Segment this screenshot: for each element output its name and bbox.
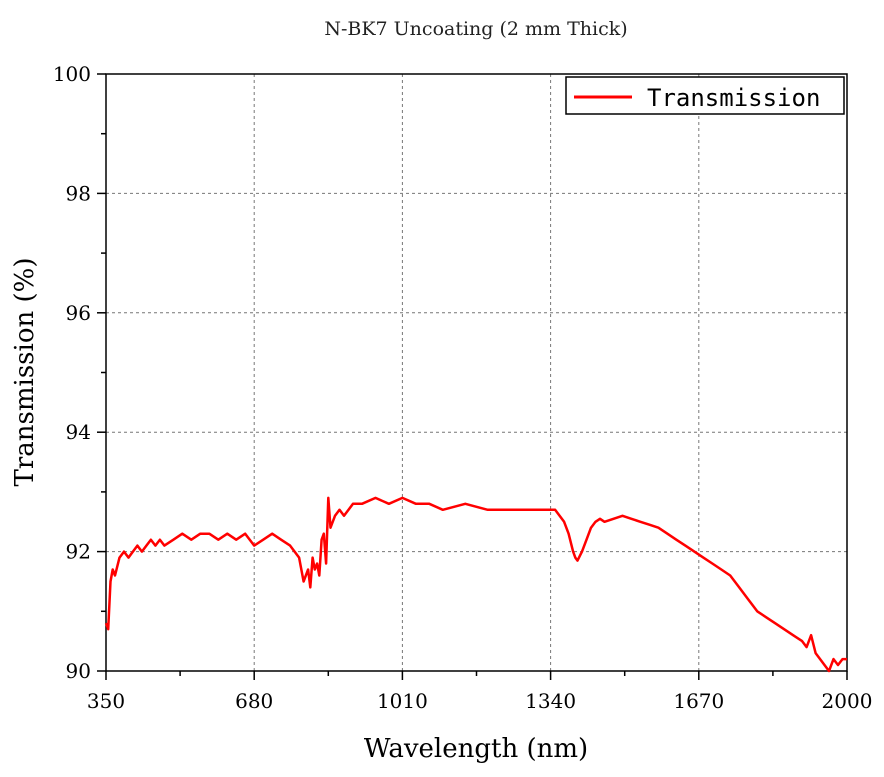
legend: Transmission <box>565 76 845 115</box>
y-tick-label: 90 <box>66 659 91 683</box>
x-tick-labels: 350 680 1010 1340 1670 2000 <box>87 689 873 713</box>
y-tick-label: 94 <box>66 420 91 444</box>
y-tick-label: 96 <box>66 301 91 325</box>
legend-label: Transmission <box>647 84 820 112</box>
x-tick-label: 680 <box>235 689 273 713</box>
y-axis-label: Transmission (%) <box>10 258 40 487</box>
y-tick-labels: 90 92 94 96 98 100 <box>53 62 91 683</box>
y-tick-label: 100 <box>53 62 91 86</box>
x-axis-label: Wavelength (nm) <box>364 734 588 764</box>
x-tick-label: 350 <box>87 689 125 713</box>
axis-ticks <box>97 73 848 680</box>
y-tick-label: 98 <box>66 181 91 205</box>
chart-title: N-BK7 Uncoating (2 mm Thick) <box>324 18 627 40</box>
transmission-line <box>104 496 847 673</box>
x-tick-label: 1340 <box>525 689 576 713</box>
x-tick-label: 2000 <box>822 689 873 713</box>
y-tick-label: 92 <box>66 540 91 564</box>
x-tick-label: 1010 <box>377 689 428 713</box>
x-tick-label: 1670 <box>673 689 724 713</box>
